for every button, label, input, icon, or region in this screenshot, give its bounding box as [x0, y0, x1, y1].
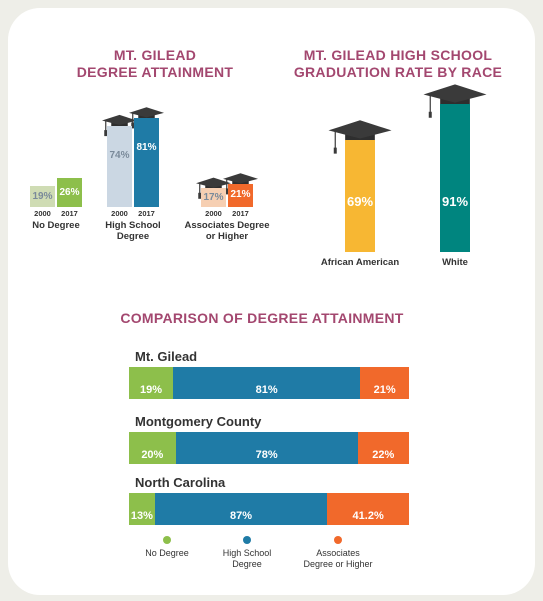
bar-segment: [172, 367, 361, 399]
bar-segment: [129, 367, 173, 399]
value-label: 78%: [255, 449, 278, 461]
bar: [228, 183, 253, 207]
legend-dot: [243, 536, 251, 544]
value-label: 13%: [130, 510, 153, 522]
value-label: 81%: [136, 141, 157, 153]
bar-segment: [154, 493, 328, 525]
chart-title: MT. GILEAD DEGREE ATTAINMENT: [76, 47, 234, 80]
bar-segment: [175, 432, 358, 464]
bar: [345, 139, 375, 252]
cap: [333, 147, 337, 154]
value-label: 19%: [139, 384, 162, 396]
value-label: 20%: [141, 449, 164, 461]
cap: [102, 114, 137, 126]
value-label: 21%: [373, 384, 396, 396]
bar-segment: [357, 432, 409, 464]
year-label: 2000: [205, 209, 222, 218]
year-label: 2017: [138, 209, 155, 218]
legend-label: Associates Degree or Higher: [303, 548, 373, 569]
value-label: 87%: [230, 510, 253, 522]
year-label: 2017: [61, 209, 78, 218]
category-label: High School Degree: [105, 220, 161, 242]
year-label: 2017: [232, 209, 249, 218]
cap: [104, 130, 108, 137]
bar-segment: [129, 493, 155, 525]
category-label: No Degree: [32, 220, 80, 231]
cap: [131, 122, 135, 129]
legend-dot: [334, 536, 342, 544]
value-label: 26%: [59, 186, 80, 198]
value-label: 21%: [230, 189, 251, 201]
category-label: African American: [320, 257, 400, 268]
bar-segment: [129, 432, 176, 464]
bar: [57, 178, 82, 207]
value-label: 81%: [255, 384, 278, 396]
year-label: 2000: [34, 209, 51, 218]
cap: [423, 84, 487, 103]
legend-dot: [163, 536, 171, 544]
cap: [129, 107, 164, 118]
bar-segment: [327, 493, 409, 525]
bar: [134, 117, 159, 207]
cap: [328, 120, 392, 139]
value-label: 69%: [346, 194, 374, 209]
cap: [428, 111, 432, 118]
row-label: Montgomery County: [135, 414, 262, 429]
legend-label: High School Degree: [222, 548, 272, 569]
chart-title: MT. GILEAD HIGH SCHOOL GRADUATION RATE B…: [293, 47, 503, 80]
value-label: 19%: [32, 190, 53, 202]
row-label: Mt. Gilead: [135, 349, 198, 364]
cap: [225, 188, 229, 195]
bar-segment: [360, 367, 409, 399]
cap: [196, 177, 231, 188]
chart-title: COMPARISON OF DEGREE ATTAINMENT: [120, 310, 404, 326]
cap: [223, 173, 258, 184]
bar: [30, 186, 55, 207]
year-label: 2000: [111, 209, 128, 218]
bar: [201, 188, 226, 207]
bar: [440, 103, 470, 252]
row-label: North Carolina: [135, 475, 226, 490]
cap: [198, 192, 202, 199]
category-label: White: [442, 257, 468, 268]
value-label: 74%: [109, 149, 130, 161]
legend-label: No Degree: [145, 548, 189, 558]
value-label: 41.2%: [352, 510, 384, 522]
bar: [107, 125, 132, 207]
value-label: 91%: [441, 194, 469, 209]
value-label: 22%: [372, 449, 395, 461]
value-label: 17%: [203, 191, 224, 203]
category-label: Associates Degree or Higher: [184, 220, 270, 242]
